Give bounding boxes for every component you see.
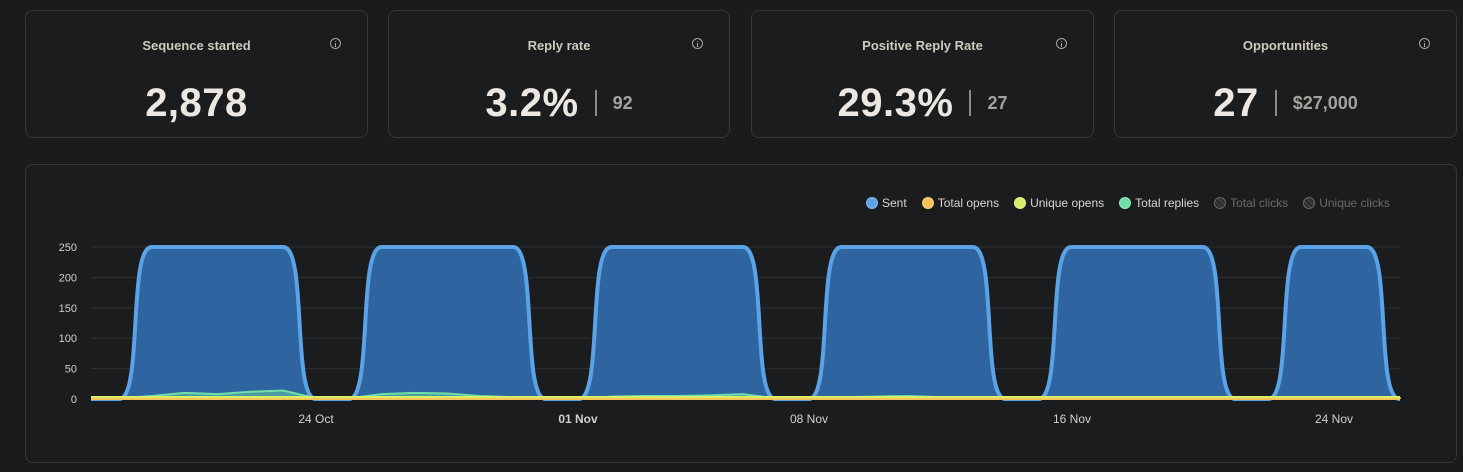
card-opportunities: Opportunities 27 $27,000 bbox=[1114, 10, 1457, 138]
x-tick-label: 24 Oct bbox=[298, 412, 334, 426]
card-secondary-value: $27,000 bbox=[1292, 93, 1358, 113]
card-title: Opportunities bbox=[1242, 38, 1329, 53]
legend-label: Sent bbox=[882, 196, 907, 210]
legend-dot-icon bbox=[1119, 197, 1132, 209]
legend-item-unique-opens[interactable]: Unique opens bbox=[1014, 196, 1104, 210]
legend-dot-icon bbox=[921, 197, 934, 209]
legend-dot-icon bbox=[1014, 197, 1027, 209]
legend-item-total-opens[interactable]: Total opens bbox=[921, 196, 1000, 210]
card-sequence-started: Sequence started 2,878 bbox=[25, 10, 368, 138]
legend-label: Total replies bbox=[1135, 196, 1200, 210]
legend-dot-icon bbox=[1303, 197, 1316, 209]
card-value: 2,878 bbox=[145, 81, 248, 125]
value-divider bbox=[594, 90, 597, 116]
legend-label: Total clicks bbox=[1230, 196, 1289, 210]
x-tick-label: 01 Nov bbox=[558, 412, 598, 426]
x-tick-label: 16 Nov bbox=[1053, 412, 1091, 426]
sent-area-fill bbox=[91, 247, 1400, 399]
legend-label: Unique clicks bbox=[1319, 196, 1390, 210]
x-tick-label: 08 Nov bbox=[790, 412, 828, 426]
legend-label: Unique opens bbox=[1030, 196, 1105, 210]
card-positive-reply-rate: Positive Reply Rate 29.3% 27 bbox=[751, 10, 1094, 138]
y-tick-label: 100 bbox=[59, 333, 77, 345]
y-tick-label: 50 bbox=[65, 364, 77, 376]
legend-label: Total opens bbox=[937, 196, 1000, 210]
card-title: Positive Reply Rate bbox=[862, 38, 983, 53]
legend-item-sent[interactable]: Sent bbox=[866, 196, 907, 210]
card-value: 27 bbox=[1213, 81, 1259, 125]
y-tick-label: 0 bbox=[71, 394, 77, 406]
card-secondary-value: 27 bbox=[987, 93, 1008, 113]
y-tick-label: 250 bbox=[59, 242, 77, 254]
legend-dot-icon bbox=[866, 197, 878, 209]
card-secondary-value: 92 bbox=[612, 93, 633, 113]
card-title: Reply rate bbox=[527, 38, 591, 53]
legend-dot-icon bbox=[1214, 197, 1227, 209]
value-divider bbox=[969, 90, 972, 116]
legend-item-total-replies[interactable]: Total replies bbox=[1119, 196, 1199, 210]
legend-item-total-clicks[interactable]: Total clicks bbox=[1214, 196, 1288, 210]
info-icon[interactable] bbox=[692, 38, 703, 49]
info-icon[interactable] bbox=[1056, 38, 1067, 49]
chart-legend: Sent Total opens Unique opens Total repl… bbox=[866, 195, 1405, 211]
card-value: 29.3% bbox=[837, 81, 954, 125]
card-reply-rate: Reply rate 3.2% 92 bbox=[388, 10, 730, 138]
value-divider bbox=[1274, 90, 1277, 116]
info-icon[interactable] bbox=[330, 38, 341, 49]
y-tick-label: 150 bbox=[59, 303, 77, 315]
info-icon[interactable] bbox=[1419, 38, 1430, 49]
card-value: 3.2% bbox=[485, 81, 579, 125]
x-tick-label: 24 Nov bbox=[1315, 412, 1353, 426]
y-tick-label: 200 bbox=[59, 272, 77, 284]
legend-item-unique-clicks[interactable]: Unique clicks bbox=[1303, 196, 1390, 210]
card-title: Sequence started bbox=[142, 38, 251, 53]
